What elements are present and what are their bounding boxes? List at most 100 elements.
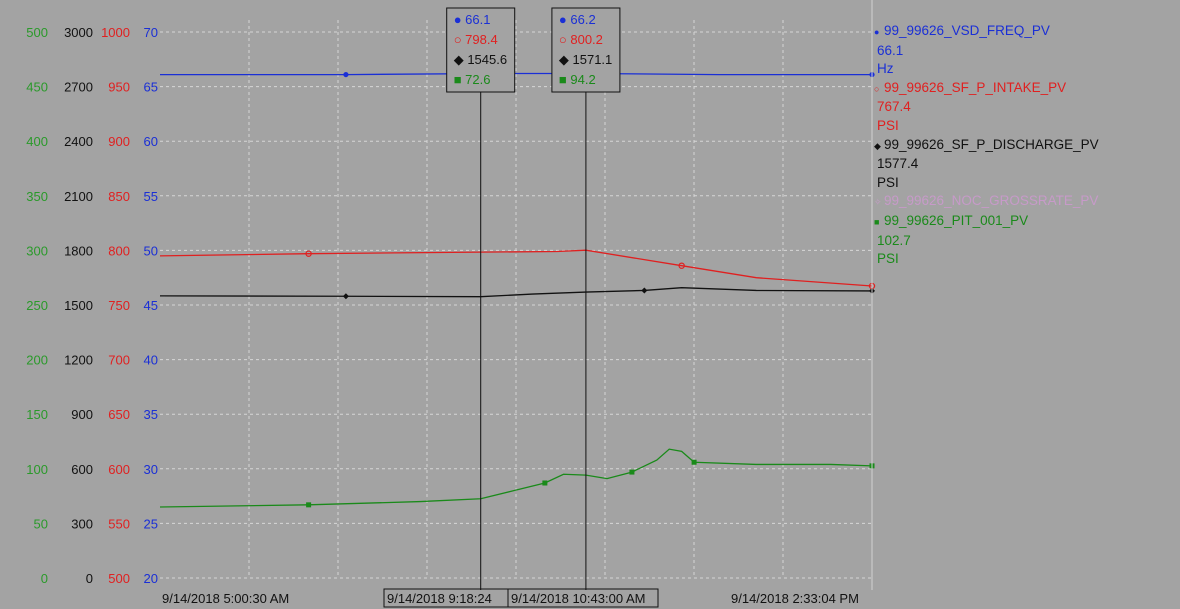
- legend-marker-icon: ■: [874, 216, 880, 227]
- legend-marker-icon: ◆: [874, 140, 881, 151]
- y-tick-label: 500: [108, 571, 130, 586]
- cursor-value-box: [551, 7, 621, 93]
- y-tick-label: 70: [144, 25, 158, 40]
- cursor-value-box: [446, 7, 516, 93]
- legend-marker-icon: ✧: [874, 197, 882, 208]
- y-tick-label: 45: [144, 298, 158, 313]
- x-axis-label: 9/14/2018 2:33:04 PM: [731, 591, 859, 606]
- legend-unit: Hz: [877, 61, 894, 77]
- y-tick-label: 65: [144, 80, 158, 95]
- y-tick-label: 550: [108, 516, 130, 531]
- x-axis-labels: 9/14/2018 5:00:30 AM 9/14/2018 9:18:24 9/1…: [162, 588, 859, 608]
- data-point: [306, 502, 312, 508]
- y-tick-label: 55: [144, 189, 158, 204]
- y-tick-label: 50: [34, 516, 48, 531]
- data-point: [629, 469, 635, 475]
- y-axes: 5004504003503002502001501005003000270024…: [26, 25, 158, 586]
- legend-entry-sf-p-discharge[interactable]: ◆ 99_99626_SF_P_DISCHARGE_PV: [874, 136, 1099, 156]
- legend-entry-noc-grossrate[interactable]: ✧ 99_99626_NOC_GROSSRATE_PV: [874, 192, 1099, 212]
- series-line: [160, 72, 872, 76]
- data-point: [691, 459, 697, 465]
- data-point: [641, 287, 648, 294]
- y-tick-label: 800: [108, 243, 130, 258]
- data-point: [542, 480, 548, 486]
- legend-value: 767.4: [877, 99, 911, 115]
- legend-series-name: 99_99626_PIT_001_PV: [884, 212, 1029, 228]
- legend-series-name: 99_99626_NOC_GROSSRATE_PV: [884, 193, 1099, 209]
- series-line: [159, 249, 873, 287]
- data-point: [343, 71, 349, 78]
- x-axis-label: 9/14/2018 5:00:30 AM: [162, 591, 289, 606]
- legend-value: 1577.4: [877, 156, 919, 172]
- y-tick-label: 450: [26, 80, 48, 95]
- cursor-value: ○ 798.4: [454, 32, 498, 47]
- legend-marker-icon: ○: [874, 83, 880, 94]
- y-tick-label: 400: [26, 134, 48, 149]
- y-tick-label: 50: [144, 243, 158, 258]
- legend-entry-vsd-freq[interactable]: ● 99_99626_VSD_FREQ_PV: [874, 22, 1099, 42]
- y-tick-label: 150: [26, 407, 48, 422]
- y-tick-label: 1200: [64, 353, 93, 368]
- x-axis-label: 9/14/2018 10:43:00 AM: [511, 591, 645, 606]
- legend-unit: PSI: [877, 251, 899, 267]
- y-tick-label: 2400: [64, 134, 93, 149]
- y-tick-label: 2700: [64, 80, 93, 95]
- legend-unit: PSI: [877, 117, 899, 133]
- data-point: [678, 262, 685, 269]
- x-axis-label: 9/14/2018 9:18:24: [387, 591, 492, 606]
- data-point: [305, 250, 312, 257]
- grid: [160, 20, 872, 579]
- cursor-value: ○ 800.2: [559, 32, 603, 47]
- y-tick-label: 900: [108, 134, 130, 149]
- legend-entry-sf-p-intake[interactable]: ○ 99_99626_SF_P_INTAKE_PV: [874, 79, 1099, 99]
- y-tick-label: 500: [26, 25, 48, 40]
- data-point: [342, 293, 349, 300]
- y-tick-label: 700: [108, 353, 130, 368]
- cursor-value: ● 66.2: [559, 12, 596, 27]
- y-tick-label: 300: [26, 243, 48, 258]
- y-tick-label: 300: [71, 516, 93, 531]
- cursor-value: ■ 72.6: [454, 72, 491, 87]
- y-tick-label: 3000: [64, 25, 93, 40]
- y-tick-label: 2100: [64, 189, 93, 204]
- series-line: [159, 448, 873, 508]
- legend-series-name: 99_99626_SF_P_INTAKE_PV: [884, 79, 1067, 95]
- y-tick-label: 0: [86, 571, 93, 586]
- legend: ● 99_99626_VSD_FREQ_PV 66.1 Hz ○ 99_99626_…: [874, 22, 1099, 269]
- y-tick-label: 20: [144, 571, 158, 586]
- y-tick-label: 900: [71, 407, 93, 422]
- y-tick-label: 1800: [64, 243, 93, 258]
- y-tick-label: 1500: [64, 298, 93, 313]
- y-tick-label: 850: [108, 189, 130, 204]
- y-tick-label: 350: [26, 189, 48, 204]
- y-tick-label: 0: [41, 571, 48, 586]
- y-tick-label: 600: [71, 462, 93, 477]
- cursor-value: ■ 94.2: [559, 72, 596, 87]
- cursors[interactable]: ● 66.1 ○ 798.4 ◆ 1545.6 ■ 72.6 ● 66.2 ○ 800.2…: [446, 7, 621, 590]
- legend-value: 102.7: [877, 232, 911, 248]
- cursor-value: ● 66.1: [454, 12, 491, 27]
- cursor-value: ◆ 1571.1: [559, 52, 612, 67]
- y-tick-label: 200: [26, 353, 48, 368]
- y-tick-label: 250: [26, 298, 48, 313]
- cursor-value: ◆ 1545.6: [454, 52, 507, 67]
- y-tick-label: 40: [144, 353, 158, 368]
- y-tick-label: 750: [108, 298, 130, 313]
- y-tick-label: 100: [26, 462, 48, 477]
- y-tick-label: 30: [144, 462, 158, 477]
- legend-value: 66.1: [877, 42, 904, 58]
- y-tick-label: 950: [108, 80, 130, 95]
- y-tick-label: 35: [144, 407, 158, 422]
- legend-entry-pit-001[interactable]: ■ 99_99626_PIT_001_PV: [874, 212, 1099, 232]
- y-tick-label: 25: [144, 516, 158, 531]
- x-label-box: [507, 588, 659, 608]
- legend-unit: PSI: [877, 174, 899, 190]
- legend-marker-icon: ●: [874, 27, 880, 37]
- legend-series-name: 99_99626_SF_P_DISCHARGE_PV: [884, 136, 1099, 152]
- y-tick-label: 1000: [101, 25, 130, 40]
- y-tick-label: 650: [108, 407, 130, 422]
- y-tick-label: 60: [144, 134, 158, 149]
- y-tick-label: 600: [108, 462, 130, 477]
- legend-series-name: 99_99626_VSD_FREQ_PV: [884, 23, 1050, 38]
